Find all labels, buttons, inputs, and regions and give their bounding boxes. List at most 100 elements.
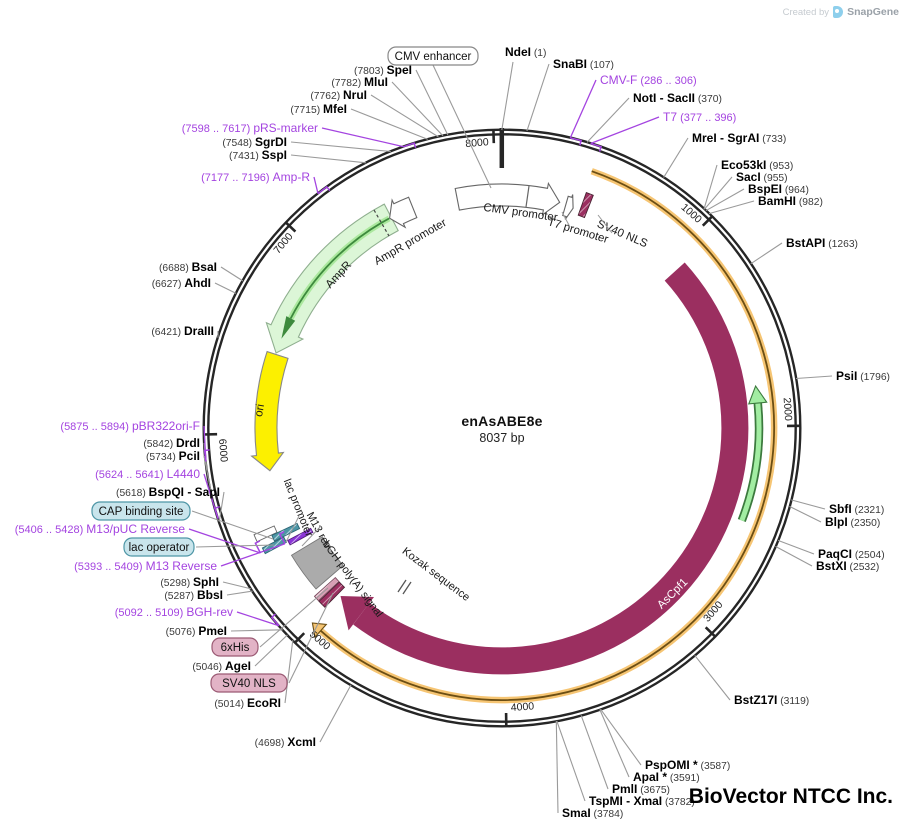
misc-line-6 [301,525,322,547]
leader-sphi [222,581,252,590]
site-name: MreI - SgrAI [692,131,759,145]
site-name: SphI [193,575,219,589]
site-label-sspi: (7431) SspI [229,148,287,162]
site-label-drdi: (5842) DrdI [143,436,200,450]
site-position: (5624 .. 5641) [95,469,167,481]
feature-ascpf1-arrow-body [353,262,749,675]
site-label-ndei: NdeI (1) [505,45,546,59]
leader-pmei [230,629,283,632]
site-position: (982) [796,197,823,208]
site-name: AgeI [225,659,251,673]
leader-bstxi [775,545,813,567]
leader-mlui [391,81,444,137]
leader-xcmi [319,684,352,743]
pill-layer: CMV enhancer CAP binding site lac operator… [91,46,492,693]
leader-mfei [350,108,429,140]
site-name: NruI [343,88,367,102]
lac-operator-pill-box [123,537,195,557]
feature-ori-arrow [250,350,289,472]
leader-spei [415,69,449,136]
feature-bgh-polya-box [290,536,344,590]
cap-binding-pill-box [91,501,191,521]
site-label-sphi: (5298) SphI [160,575,219,589]
site-label-draiii: (6421) DraIII [151,324,214,338]
leader-sspi [290,154,367,164]
tick-3000 [704,626,717,639]
leader-tspmi-xmai [556,720,586,802]
tick-label-2000: 2000 [781,397,795,421]
credit-prefix: Created by [782,6,830,18]
site-label-xcmi: (4698) XcmI [255,735,316,749]
6xhis-pill-box [211,637,259,657]
site-label-bspei: BspEI (964) [748,182,809,196]
site-position: (377 .. 396) [677,112,736,124]
site-label-m13-puc-reverse: (5406 .. 5428) M13/pUC Reverse [15,522,186,536]
site-label-bstapi: BstAPI (1263) [786,236,858,250]
site-label-pcii: (5734) PciI [146,449,200,463]
site-label-prs-marker: (7598 .. 7617) pRS-marker [182,121,318,135]
leader-nrui [370,94,439,138]
vendor-watermark: BioVector NTCC Inc. [688,785,893,808]
site-label-bspqi-sapi: (5618) BspQI - SapI [116,485,220,499]
site-position: (5618) [116,488,149,499]
tick-label-4000: 4000 [510,700,534,714]
site-position: (2532) [847,562,880,573]
site-label-paqci: PaqCI (2504) [818,547,885,561]
site-position: (2321) [852,505,885,516]
site-position: (3119) [777,696,809,707]
site-name: BsaI [192,260,217,274]
leader-t7 [590,116,660,145]
site-name: SspI [262,148,287,162]
site-name: T7 [663,110,677,124]
site-label-amp-r: (7177 .. 7196) Amp-R [201,170,310,184]
primer-hook-m13-puc-reverse [254,540,262,554]
site-position: (5393 .. 5409) [74,561,146,573]
site-label-spei: (7803) SpeI [354,63,412,77]
sv40-nls-pill-label: SV40 NLS [222,678,276,690]
site-position: (107) [587,60,614,71]
feature-ampr-arrow [265,203,399,354]
site-name: ApaI * [633,770,667,784]
site-position: (964) [782,185,809,196]
leader-blpi [789,505,822,523]
site-position: (7548) [222,138,255,149]
site-label-sbfi: SbfI (2321) [829,502,884,516]
leader-bbsi [226,590,253,596]
site-label-bstxi: BstXI (2532) [816,559,879,573]
primer-hook-pbr322ori-f [203,449,210,462]
leader-sgrdi [290,141,391,153]
leader-psii [795,375,833,380]
site-position: (286 .. 306) [637,75,696,87]
leader-sv40-nls-pill [288,592,334,684]
site-position: (1796) [857,372,890,383]
primer-hook-amp-r [317,185,331,195]
leader-smai [555,720,559,814]
site-position: (5076) [166,627,199,638]
primer-hook-l4440 [213,505,220,519]
leader-snabi [526,63,550,132]
primer-hook-cmv-f [570,137,583,146]
feature-t7-promoter-arrow [562,194,574,220]
leader-saci [703,176,733,210]
feature-abe-segment-arrow-head [747,384,768,405]
site-position: (6421) [151,327,184,338]
snapgene-credit: Created by SnapGene [783,6,899,18]
leader-bspei [705,188,745,212]
site-position: (2350) [848,518,881,529]
site-name: PaqCI [818,547,852,561]
tick-7000 [284,221,297,233]
site-label-l4440: (5624 .. 5641) L4440 [95,467,200,481]
site-position: (5046) [192,662,225,673]
leader-ahdi [214,282,237,294]
site-position: (7598 .. 7617) [182,123,254,135]
site-name: SpeI [387,63,412,77]
site-label-pbr322ori-f: (5875 .. 5894) pBR322ori-F [60,419,200,433]
cap-binding-pill-label: CAP binding site [99,506,184,518]
site-name: TspMI - XmaI [589,794,662,808]
site-name: AhdI [184,276,211,290]
sv40-nls-pill-box [210,673,288,693]
misc-line-2 [397,579,407,593]
site-label-pmli: PmlI (3675) [612,782,670,796]
